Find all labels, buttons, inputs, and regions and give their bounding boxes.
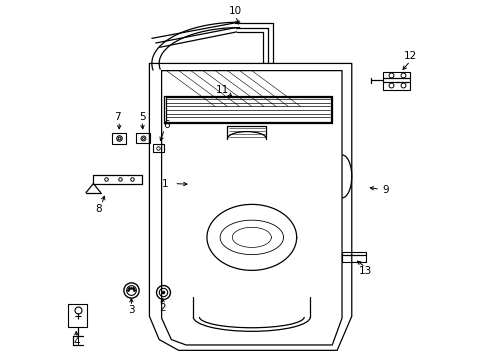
- Text: 3: 3: [128, 305, 134, 315]
- Bar: [112, 133, 126, 144]
- Bar: [136, 133, 150, 143]
- Bar: [383, 72, 409, 90]
- Text: 5: 5: [139, 112, 145, 122]
- Text: 2: 2: [159, 303, 165, 314]
- Text: 9: 9: [382, 185, 388, 195]
- Text: 4: 4: [73, 337, 80, 347]
- Text: 6: 6: [163, 121, 169, 130]
- Text: 1: 1: [162, 179, 168, 189]
- Text: 11: 11: [216, 85, 229, 95]
- Text: 8: 8: [95, 204, 102, 214]
- Bar: [341, 252, 366, 262]
- Text: 10: 10: [229, 6, 242, 17]
- Text: 12: 12: [403, 51, 416, 61]
- Bar: [153, 144, 163, 152]
- Text: 13: 13: [358, 266, 371, 276]
- Text: 7: 7: [114, 112, 121, 122]
- Bar: [68, 304, 87, 327]
